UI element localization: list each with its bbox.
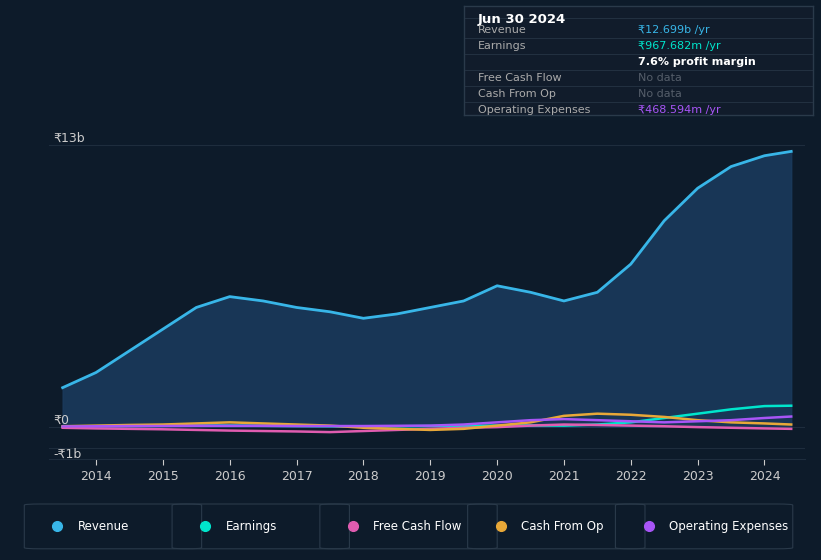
Text: Operating Expenses: Operating Expenses: [669, 520, 788, 533]
Text: 7.6% profit margin: 7.6% profit margin: [639, 57, 756, 67]
Text: Free Cash Flow: Free Cash Flow: [478, 73, 562, 83]
Text: ₹0: ₹0: [53, 414, 69, 427]
Text: Jun 30 2024: Jun 30 2024: [478, 13, 566, 26]
Text: Free Cash Flow: Free Cash Flow: [374, 520, 462, 533]
Text: Cash From Op: Cash From Op: [478, 89, 556, 99]
Text: ₹468.594m /yr: ₹468.594m /yr: [639, 105, 721, 115]
Text: No data: No data: [639, 89, 682, 99]
Text: -₹1b: -₹1b: [53, 449, 81, 461]
Text: Earnings: Earnings: [226, 520, 277, 533]
Text: Revenue: Revenue: [78, 520, 129, 533]
Text: Earnings: Earnings: [478, 41, 526, 51]
Text: ₹967.682m /yr: ₹967.682m /yr: [639, 41, 721, 51]
Text: Revenue: Revenue: [478, 25, 526, 35]
Text: ₹12.699b /yr: ₹12.699b /yr: [639, 25, 710, 35]
Text: Operating Expenses: Operating Expenses: [478, 105, 590, 115]
Text: No data: No data: [639, 73, 682, 83]
Text: ₹13b: ₹13b: [53, 132, 85, 145]
Text: Cash From Op: Cash From Op: [521, 520, 603, 533]
